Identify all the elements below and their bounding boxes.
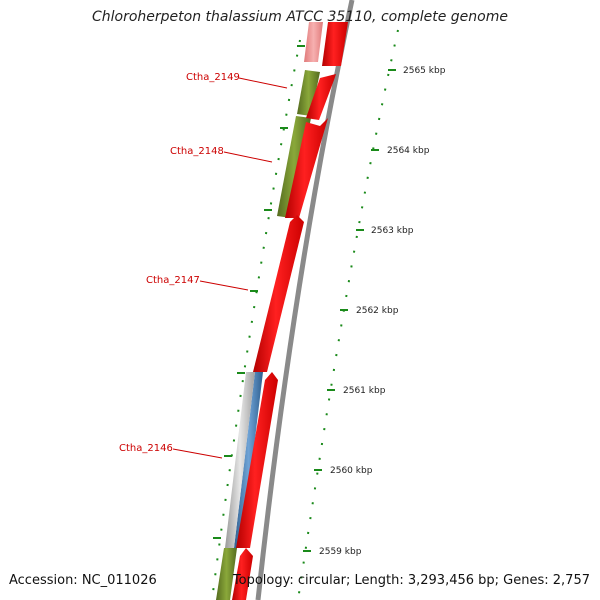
inner-ruler-dots xyxy=(211,39,301,600)
cds-arrow xyxy=(285,118,328,218)
tick-label: 2565 kbp xyxy=(403,66,446,76)
gc-alt-block xyxy=(234,372,263,548)
gene-leader-line xyxy=(238,77,288,89)
gc-grey-block xyxy=(225,372,255,548)
faded-feature xyxy=(304,22,323,62)
cds-arrow xyxy=(306,74,336,120)
cds-arrow-top xyxy=(322,22,348,66)
tick-label: 2564 kbp xyxy=(387,146,430,156)
tick-label: 2561 kbp xyxy=(343,386,386,396)
ruler-ticks xyxy=(303,69,396,552)
gene-label-ctha-2147[interactable]: Ctha_2147 xyxy=(146,275,200,286)
gene-label-ctha-2148[interactable]: Ctha_2148 xyxy=(170,146,224,157)
tick-label: 2563 kbp xyxy=(371,226,414,236)
map-title: Chloroherpeton thalassium ATCC 35110, co… xyxy=(92,9,508,25)
gene-leader-line xyxy=(223,151,273,163)
gene-label-ctha-2149[interactable]: Ctha_2149 xyxy=(186,72,240,83)
tick-label: 2559 kbp xyxy=(319,547,362,557)
accession-label: Accession: NC_011026 xyxy=(9,573,157,588)
gene-label-ctha-2146[interactable]: Ctha_2146 xyxy=(119,443,173,454)
gene-leader-line xyxy=(172,448,223,459)
tick-label: 2562 kbp xyxy=(356,306,399,316)
gene-leader-line xyxy=(199,280,249,291)
cds-arrow xyxy=(253,215,304,372)
gc-block xyxy=(297,70,320,116)
gc-block xyxy=(216,548,237,600)
cds-arrow xyxy=(232,548,253,600)
tick-label: 2560 kbp xyxy=(330,466,373,476)
genome-summary: Topology: circular; Length: 3,293,456 bp… xyxy=(232,573,590,588)
cds-arrow xyxy=(236,372,278,548)
inner-ticks xyxy=(213,45,305,539)
